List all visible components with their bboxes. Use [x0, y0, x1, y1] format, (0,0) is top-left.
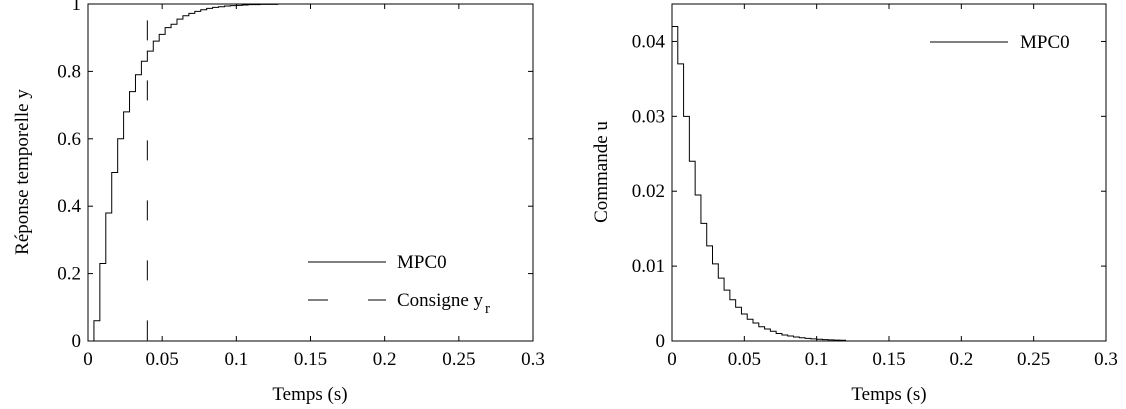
- x-tick-label: 0.15: [294, 349, 327, 370]
- y-tick-label: 0.6: [57, 129, 81, 150]
- y-tick-label: 0.8: [57, 61, 81, 82]
- x-tick-label: 0.15: [872, 349, 905, 370]
- x-axis-label: Temps (s): [272, 384, 347, 405]
- x-tick-label: 0.2: [949, 349, 973, 370]
- legend-consigne-subscript: r: [485, 301, 490, 317]
- series-mpc0-line: [672, 25, 1106, 342]
- x-tick-label: 0.3: [1094, 349, 1118, 370]
- y-axis-label: Commande u: [591, 121, 612, 223]
- y-tick-label: 0.4: [57, 196, 81, 217]
- ticks-layer: 0 0.05 0.1 0.15 0.2 0.25 0.3 0 0.2 0.4 0.6 0.8 1: [57, 0, 545, 370]
- y-tick-label: 0.03: [632, 106, 665, 127]
- x-tick-label: 0.1: [224, 349, 248, 370]
- y-tick-label: 0.02: [632, 181, 665, 202]
- ticks-layer: 0 0.05 0.1 0.15 0.2 0.25 0.3 0 0.01 0.02 0.03 0.04: [632, 4, 1118, 370]
- series-layer: [672, 25, 1106, 342]
- y-tick-label: 0.2: [57, 264, 81, 285]
- y-tick-label: 0: [72, 331, 82, 352]
- y-tick-label: 0.04: [632, 31, 666, 52]
- legend-label-mpc0: MPC0: [1020, 32, 1070, 53]
- legend-consigne-main: Consigne y: [397, 290, 484, 311]
- response-chart: 0 0.05 0.1 0.15 0.2 0.25 0.3 0 0.2 0.4 0.6 0.8 1 Tem…: [12, 0, 545, 405]
- command-chart: 0 0.05 0.1 0.15 0.2 0.25 0.300.010.020.030.04 …: [591, 3, 1118, 405]
- x-tick-label: 0.1: [805, 349, 829, 370]
- x-tick-label: 0.05: [146, 349, 179, 370]
- y-tick-label: 0.01: [632, 256, 665, 277]
- y-tick-label: 0: [656, 331, 666, 352]
- series-layer: [88, 3, 533, 342]
- x-tick-label: 0.05: [728, 349, 761, 370]
- y-tick-label: 1: [72, 0, 82, 15]
- series-mpc0-line: [88, 3, 533, 342]
- x-tick-label: 0.25: [442, 349, 475, 370]
- legend-label-mpc0: MPC0: [397, 252, 447, 273]
- legend: MPC0: [930, 32, 1070, 53]
- x-axis-label: Temps (s): [851, 384, 926, 405]
- plot-frame: [671, 3, 1107, 342]
- y-axis-label: Réponse temporelle y: [12, 89, 33, 255]
- x-tick-label: 0.2: [373, 349, 397, 370]
- x-tick-label: 0.25: [1017, 349, 1050, 370]
- x-tick-label: 0: [83, 349, 93, 370]
- x-tick-label: 0: [667, 349, 677, 370]
- x-tick-label: 0.3: [521, 349, 545, 370]
